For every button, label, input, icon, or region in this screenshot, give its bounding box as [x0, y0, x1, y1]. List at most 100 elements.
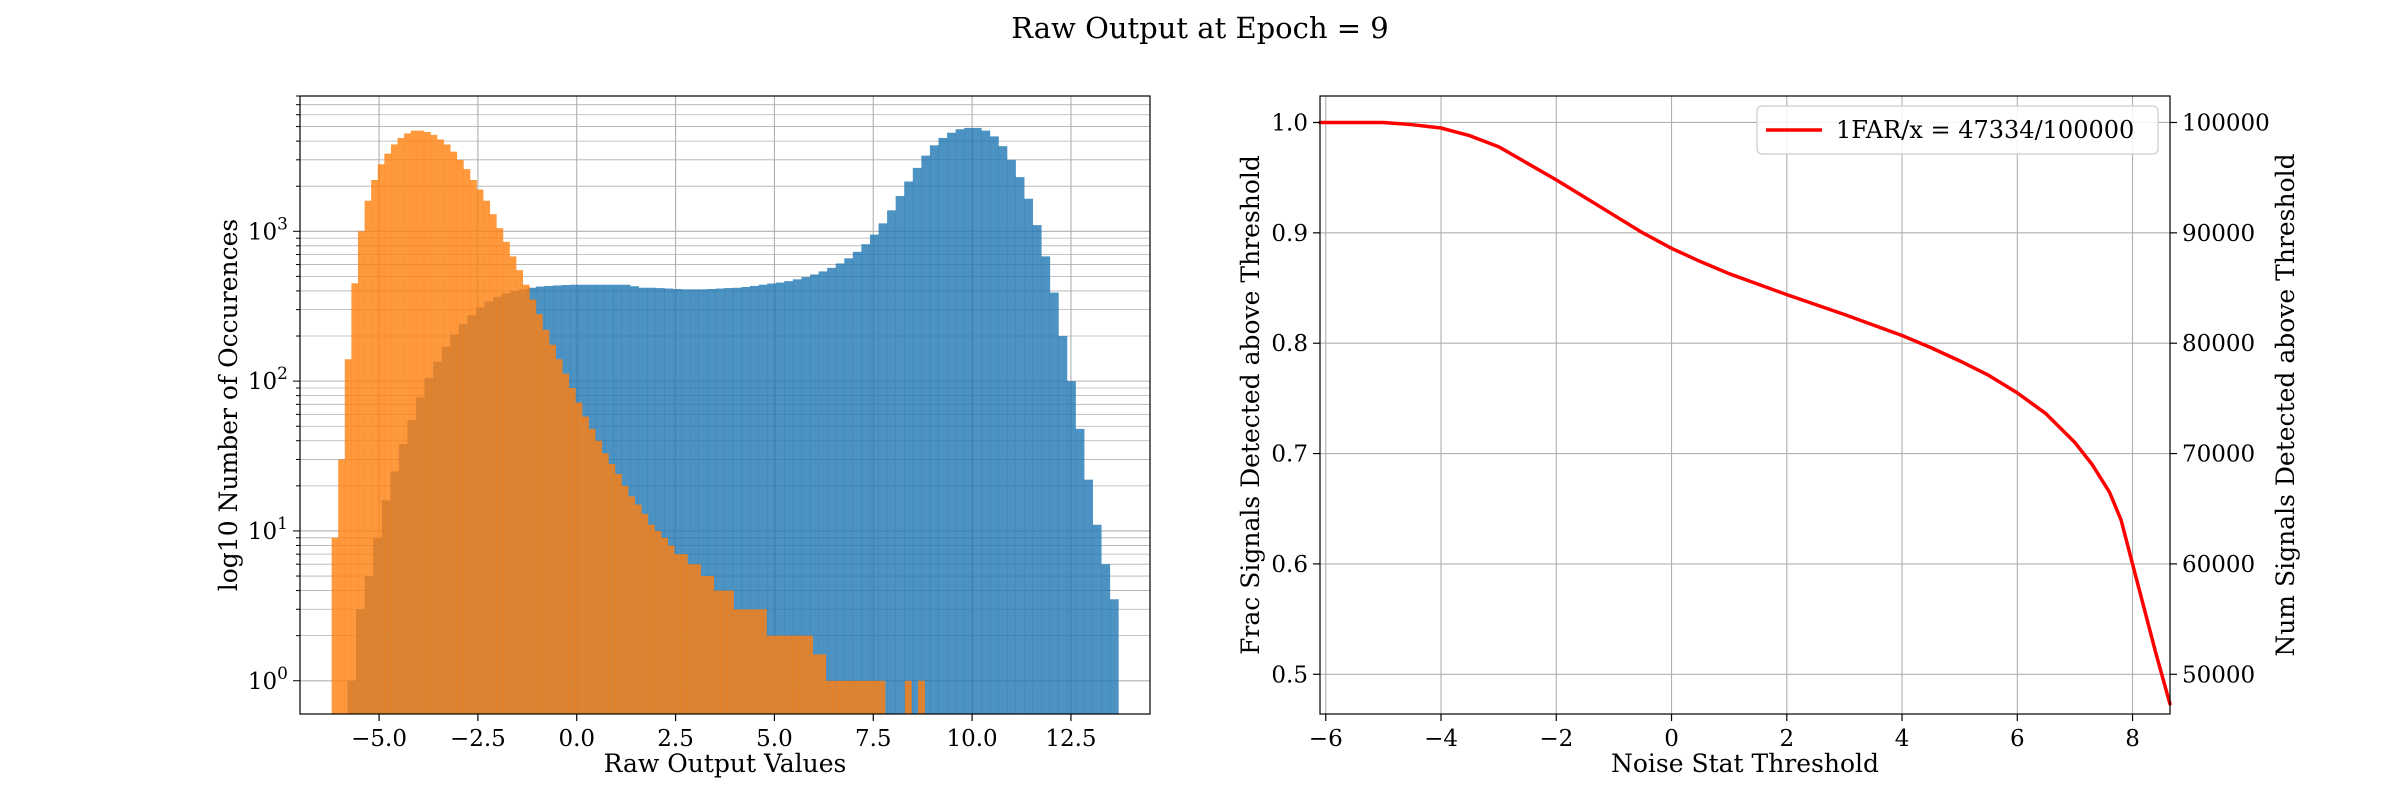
histogram-bar: [661, 537, 668, 714]
histogram-bar: [397, 137, 405, 714]
detection-curve: [1318, 120, 2172, 706]
histogram-bar: [812, 654, 820, 714]
histogram-bar: [542, 329, 550, 714]
histogram-bar: [582, 416, 589, 714]
histogram-bar: [827, 267, 836, 714]
histogram-bar: [741, 286, 751, 714]
histogram-bar: [786, 635, 794, 714]
histogram-y-tick-label: 102: [248, 364, 288, 395]
histogram-bar: [694, 564, 701, 714]
histogram-bar: [746, 609, 754, 714]
histogram-bar: [895, 196, 905, 714]
detection-y-ticks: 0.5 0.6 0.7 0.8 0.9 1.0: [1271, 110, 1320, 688]
histogram-bar: [529, 299, 537, 714]
histogram-y-ticks: 100 101 102 103: [248, 95, 300, 695]
histogram-bar: [1075, 428, 1085, 714]
histogram-bar: [1092, 524, 1102, 714]
histogram-bar: [614, 473, 622, 714]
histogram-bar: [641, 513, 649, 714]
figure-title: Raw Output at Epoch = 9: [1011, 11, 1389, 45]
histogram-bar: [878, 680, 886, 714]
histogram-bar: [674, 554, 682, 714]
detection-x-tick-label: 6: [2010, 726, 2025, 752]
detection-line-group: [1318, 120, 2172, 706]
legend-box: [1756, 105, 2159, 155]
histogram-bar: [733, 609, 741, 714]
histogram-bar: [773, 635, 780, 714]
histogram-bar: [588, 428, 596, 714]
histogram-bar: [331, 537, 339, 714]
detection-x-tick-label: 4: [1895, 726, 1910, 752]
histogram-x-tick-label: −2.5: [450, 726, 506, 752]
histogram-bar: [456, 159, 464, 715]
histogram-panel: −5.0 −2.5 0.0 2.5 5.0 7.5 10.0 12.5 10010110210…: [214, 95, 1151, 778]
histogram-bar: [655, 288, 665, 714]
histogram-bar: [792, 635, 800, 714]
histogram-bar: [1058, 336, 1068, 714]
detection-right-y-tick-label: 70000: [2182, 442, 2255, 468]
histogram-x-label: Raw Output Values: [604, 749, 847, 778]
histogram-bar: [647, 524, 655, 714]
histogram-bar: [819, 654, 827, 714]
histogram-bar: [430, 134, 438, 714]
histogram-bar: [887, 210, 896, 714]
histogram-bar: [918, 680, 925, 714]
histogram-bar: [664, 288, 674, 714]
histogram-bar: [522, 284, 530, 714]
detection-x-tick-label: 0: [1664, 726, 1679, 752]
histogram-bar: [476, 189, 484, 714]
histogram-bar: [377, 164, 385, 714]
histogram-bar: [784, 281, 794, 714]
histogram-bar: [344, 359, 352, 714]
histogram-bar: [384, 153, 392, 715]
histogram-x-tick-label: 5.0: [756, 726, 793, 752]
detection-right-y-tick-label: 90000: [2182, 221, 2255, 247]
histogram-bar: [450, 151, 458, 714]
histogram-bar: [858, 680, 866, 714]
histogram-bar: [483, 200, 491, 714]
histogram-bar: [516, 270, 524, 714]
detection-y-tick-label: 0.5: [1271, 662, 1308, 688]
histogram-bar: [792, 279, 802, 714]
histogram-bar: [825, 680, 833, 714]
histogram-bar: [1049, 292, 1059, 714]
detection-right-y-tick-label: 50000: [2182, 662, 2255, 688]
histogram-bar: [568, 387, 576, 714]
histogram-bar: [698, 289, 708, 714]
histogram-bar: [720, 590, 728, 714]
histogram-bar: [998, 146, 1008, 714]
histogram-bar: [680, 554, 688, 714]
histogram-bar: [647, 287, 657, 714]
histogram-bar: [437, 139, 444, 715]
detection-x-ticks: −6 −4 −2 0 2 4 6 8: [1309, 714, 2140, 752]
legend: 1FAR/x = 47334/100000: [1756, 105, 2159, 155]
histogram-bar: [838, 680, 846, 714]
detection-x-tick-label: −6: [1309, 726, 1343, 752]
histogram-x-tick-label: 7.5: [855, 726, 892, 752]
histogram-bar: [423, 132, 431, 715]
histogram-x-tick-label: 2.5: [657, 726, 694, 752]
detection-x-tick-label: −4: [1424, 726, 1458, 752]
histogram-bar: [707, 288, 717, 714]
histogram-bar: [726, 590, 734, 714]
histogram-bar: [628, 496, 636, 714]
histogram-bar: [779, 635, 787, 714]
histogram-bar: [955, 129, 965, 714]
histogram-bar: [371, 179, 379, 715]
histogram-bar: [351, 283, 359, 714]
histogram-y-label: log10 Number of Occurences: [214, 219, 243, 592]
histogram-bars: [331, 127, 1119, 715]
histogram-bar: [715, 288, 725, 714]
histogram-bar: [634, 504, 642, 714]
histogram-x-ticks: −5.0 −2.5 0.0 2.5 5.0 7.5 10.0 12.5: [351, 714, 1097, 752]
histogram-x-tick-label: −5.0: [351, 726, 407, 752]
histogram-bar: [595, 440, 603, 714]
histogram-bar: [871, 680, 879, 714]
histogram-bar: [753, 609, 761, 714]
histogram-bar: [921, 155, 931, 715]
histogram-bar: [818, 271, 828, 714]
histogram-bar: [463, 169, 471, 715]
histogram-bar: [947, 132, 956, 714]
histogram-bar: [667, 545, 675, 714]
histogram-x-tick-label: 10.0: [946, 726, 997, 752]
